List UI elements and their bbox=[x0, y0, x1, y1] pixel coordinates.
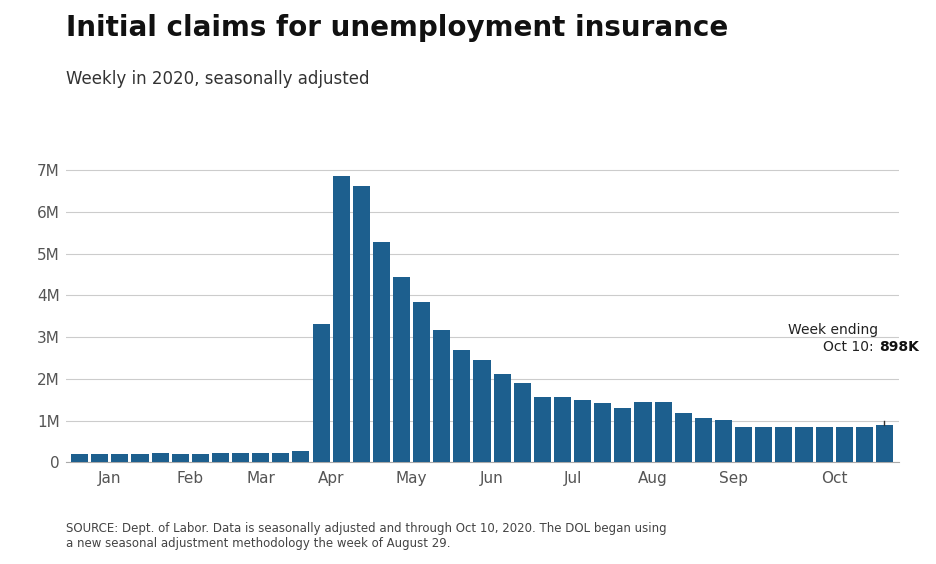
Bar bbox=[152, 453, 168, 462]
Bar bbox=[393, 277, 410, 462]
Bar bbox=[856, 428, 873, 462]
Bar bbox=[71, 453, 88, 462]
Bar bbox=[111, 453, 128, 462]
Bar bbox=[433, 330, 450, 462]
Bar bbox=[614, 408, 632, 462]
Bar bbox=[332, 176, 350, 462]
Bar bbox=[876, 425, 893, 462]
Bar bbox=[91, 453, 109, 462]
Bar bbox=[212, 453, 229, 462]
Text: Week ending: Week ending bbox=[788, 323, 879, 337]
Bar bbox=[735, 426, 753, 462]
Bar bbox=[654, 402, 672, 462]
Bar bbox=[131, 453, 149, 462]
Text: SOURCE: Dept. of Labor. Data is seasonally adjusted and through Oct 10, 2020. Th: SOURCE: Dept. of Labor. Data is seasonal… bbox=[66, 522, 666, 550]
Bar bbox=[413, 302, 431, 462]
Bar bbox=[695, 418, 712, 462]
Bar bbox=[715, 420, 732, 462]
Bar bbox=[272, 453, 289, 462]
Text: Weekly in 2020, seasonally adjusted: Weekly in 2020, seasonally adjusted bbox=[66, 70, 369, 89]
Bar bbox=[493, 374, 511, 462]
Bar bbox=[534, 397, 551, 462]
Bar bbox=[292, 451, 310, 462]
Text: Oct 10:: Oct 10: bbox=[824, 340, 879, 354]
Bar bbox=[836, 427, 853, 462]
Bar bbox=[232, 453, 249, 462]
Bar bbox=[453, 350, 471, 462]
Bar bbox=[353, 186, 370, 462]
Bar bbox=[594, 403, 611, 462]
Bar bbox=[373, 243, 390, 462]
Bar bbox=[675, 413, 692, 462]
Bar bbox=[635, 402, 651, 462]
Bar bbox=[554, 397, 571, 462]
Bar bbox=[192, 453, 209, 462]
Bar bbox=[755, 426, 772, 462]
Text: 898K: 898K bbox=[880, 340, 919, 354]
Bar bbox=[313, 324, 329, 462]
Bar bbox=[574, 399, 592, 462]
Bar bbox=[775, 428, 793, 462]
Bar bbox=[815, 427, 833, 462]
Bar bbox=[252, 453, 270, 462]
Bar bbox=[514, 384, 531, 462]
Bar bbox=[171, 453, 189, 462]
Bar bbox=[474, 360, 490, 462]
Text: Initial claims for unemployment insurance: Initial claims for unemployment insuranc… bbox=[66, 14, 728, 42]
Bar bbox=[796, 428, 812, 462]
